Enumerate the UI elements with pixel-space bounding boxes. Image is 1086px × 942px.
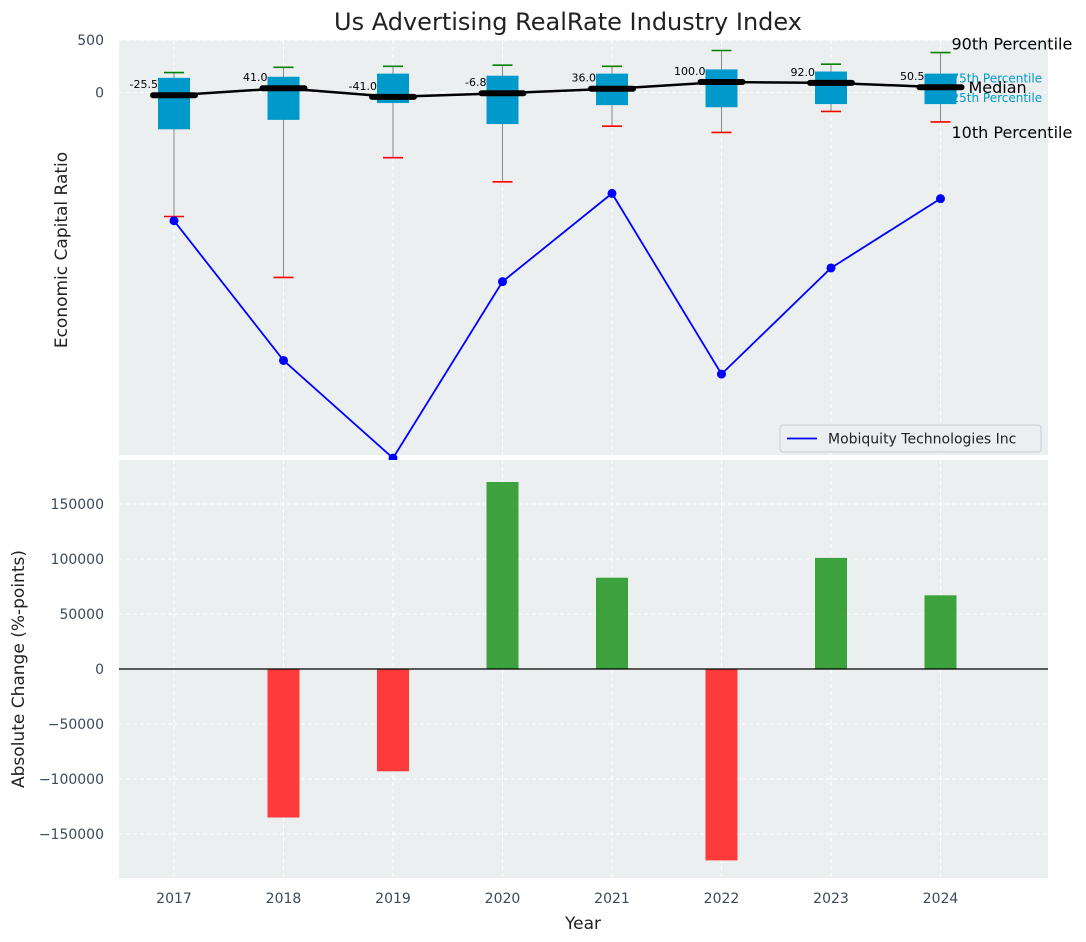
x-tick-label: 2023 — [813, 891, 849, 907]
median-value-label: -6.8 — [465, 76, 486, 89]
legend-label: Mobiquity Technologies Inc — [828, 432, 1016, 448]
company-point — [169, 216, 179, 226]
change-bar — [815, 557, 847, 669]
x-axis-label: Year — [564, 914, 601, 934]
top-y-tick-label: 500 — [77, 33, 104, 49]
iqr-box — [158, 77, 190, 130]
median-value-label: 100.0 — [674, 65, 706, 78]
company-point — [717, 369, 726, 379]
annotation-p10: 10th Percentile — [952, 123, 1073, 142]
top-y-tick-label: 0 — [95, 86, 104, 102]
iqr-box — [486, 75, 519, 125]
change-bar — [486, 482, 519, 669]
annotation-median: Median — [969, 78, 1027, 97]
legend-box — [779, 424, 1042, 453]
company-point — [607, 188, 617, 198]
company-point — [826, 263, 836, 273]
median-value-label: -41.0 — [349, 80, 377, 93]
top-marks: -25.5 41.0 -41.0 -6.8 36.0 100.0 92.0 50.5 90th … — [130, 35, 1073, 463]
x-tick-label: 2019 — [375, 891, 411, 907]
median-value-label: -25.5 — [130, 78, 158, 91]
annotation-p25: 25th Percentile — [952, 91, 1043, 105]
change-bar — [924, 595, 957, 669]
bottom-y-axis-label: Absolute Change (%-points) — [9, 550, 29, 788]
x-tick-labels: 2017 2018 2019 2020 2021 2022 2023 2024 — [156, 891, 958, 907]
bottom-y-tick-label: −50000 — [48, 717, 104, 733]
x-tick-label: 2020 — [485, 891, 521, 907]
change-bar — [596, 577, 628, 669]
top-plot-background — [119, 40, 1048, 455]
median-value-label: 50.5 — [900, 70, 925, 83]
x-tick-label: 2021 — [594, 891, 630, 907]
bottom-y-tick-label: −150000 — [39, 827, 104, 843]
bottom-y-tick-label: 100000 — [51, 552, 104, 568]
company-point — [498, 277, 507, 287]
annotation-p90: 90th Percentile — [952, 35, 1073, 54]
x-tick-label: 2022 — [704, 891, 740, 907]
x-tick-label: 2018 — [266, 891, 302, 907]
median-value-label: 41.0 — [243, 71, 268, 84]
legend: Mobiquity Technologies Inc — [779, 424, 1042, 453]
iqr-box — [705, 69, 738, 108]
change-bar — [705, 669, 738, 861]
bottom-y-tick-label: 150000 — [51, 497, 104, 513]
bottom-y-tick-label: −100000 — [39, 772, 104, 788]
iqr-box — [267, 76, 300, 120]
iqr-box — [815, 71, 847, 105]
bottom-y-tick-label: 50000 — [59, 607, 104, 623]
x-tick-label: 2017 — [156, 891, 192, 907]
company-point — [936, 194, 945, 204]
company-point — [279, 355, 288, 365]
x-tick-label: 2024 — [923, 891, 959, 907]
company-line — [173, 192, 941, 460]
bottom-marks — [119, 482, 1048, 861]
chart-title: Us Advertising RealRate Industry Index — [334, 8, 802, 36]
top-y-axis-label: Economic Capital Ratio — [52, 152, 72, 348]
change-bar — [377, 669, 409, 772]
median-value-label: 92.0 — [791, 66, 816, 79]
median-value-label: 36.0 — [572, 72, 597, 85]
bottom-y-tick-label: 0 — [95, 662, 104, 678]
change-bar — [267, 669, 300, 818]
annotation-p75: 75th Percentile — [952, 72, 1043, 86]
